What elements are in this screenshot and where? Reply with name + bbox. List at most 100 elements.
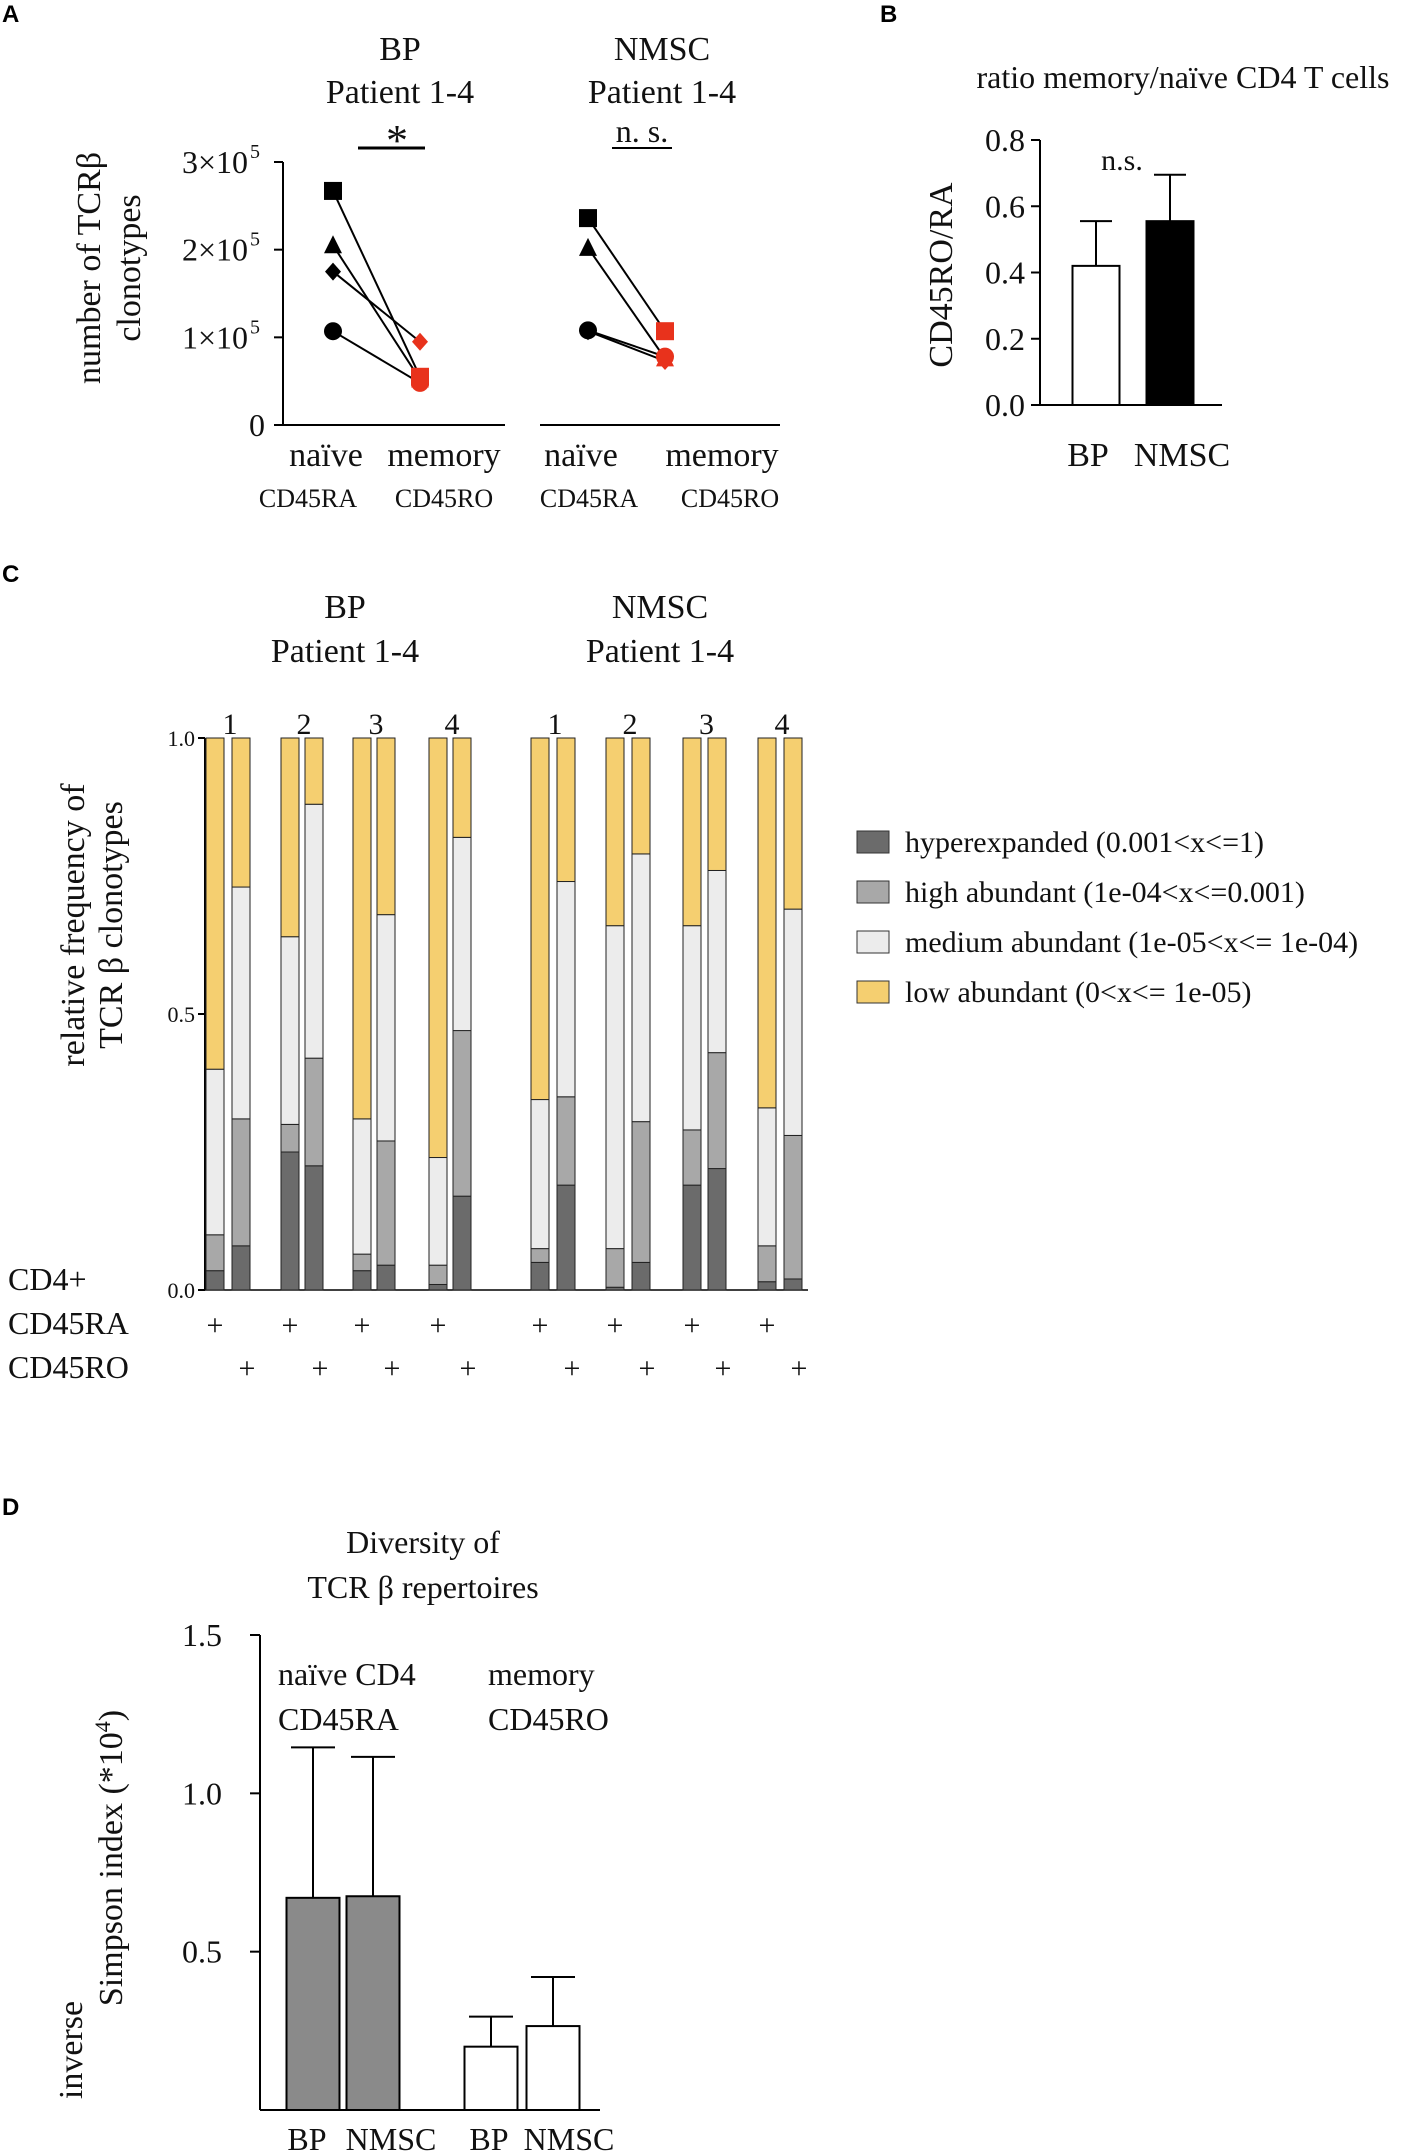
a-naive-circle-marker bbox=[579, 321, 597, 340]
a-pair-line bbox=[332, 244, 421, 380]
c-bar-segment bbox=[280, 1151, 300, 1291]
c-legend-label: medium abundant (1e-05<x<= 1e-04) bbox=[905, 926, 1358, 959]
c-row-label-cd4: CD4+ bbox=[8, 1261, 87, 1297]
c-plus-ra: + bbox=[759, 1309, 776, 1342]
c-bar-segment bbox=[376, 1140, 396, 1266]
b-title: ratio memory/naïve CD4 T cells bbox=[977, 59, 1390, 95]
c-bar-segment bbox=[631, 1121, 651, 1263]
c-plus-ra: + bbox=[354, 1309, 371, 1342]
c-bar-segment bbox=[556, 881, 576, 1098]
c-plus-ra: + bbox=[430, 1309, 447, 1342]
c-bar-segment bbox=[631, 1261, 651, 1291]
c-plus-ra: + bbox=[607, 1309, 624, 1342]
c-bar-segment bbox=[352, 1118, 372, 1255]
a-pair-line bbox=[332, 270, 421, 343]
panel-letter-c: C bbox=[2, 561, 19, 588]
c-bar-segment bbox=[304, 803, 324, 1059]
c-bar-segment bbox=[280, 936, 300, 1125]
c-bar-segment bbox=[556, 1184, 576, 1291]
c-plus-ro: + bbox=[639, 1352, 656, 1385]
c-bp-title2: Patient 1-4 bbox=[271, 633, 419, 670]
panel-letter-d: D bbox=[2, 1494, 19, 1521]
panel-d: Diversity of TCR β repertoires inverse i… bbox=[53, 1524, 614, 2155]
a-ylabel-line2: clonotypes bbox=[111, 194, 148, 341]
c-legend-label: high abundant (1e-04<x<=0.001) bbox=[905, 876, 1305, 909]
a-nmsc-xsub-naive: CD45RA bbox=[540, 484, 638, 513]
d-ylabel-line1: inverse bbox=[53, 2001, 90, 2099]
a-bp-title2: Patient 1-4 bbox=[326, 74, 474, 111]
d-xtick-label: NMSC bbox=[524, 2121, 615, 2155]
a-nmsc-title1: NMSC bbox=[614, 31, 710, 68]
c-bar-segment bbox=[304, 737, 324, 805]
c-bar-segment bbox=[556, 1096, 576, 1186]
c-bar-segment bbox=[304, 1165, 324, 1291]
c-ytick-label: 0.5 bbox=[168, 1002, 196, 1027]
c-patient-label: 4 bbox=[775, 708, 790, 741]
c-bp-title1: BP bbox=[324, 589, 366, 626]
c-legend-label: low abundant (0<x<= 1e-05) bbox=[905, 976, 1252, 1009]
a-ytick-exponent: 5 bbox=[250, 316, 260, 338]
b-significance: n.s. bbox=[1101, 144, 1143, 177]
c-plus-ra: + bbox=[532, 1309, 549, 1342]
a-bp-title1: BP bbox=[379, 31, 421, 68]
c-legend: hyperexpanded (0.001<x<=1) high abundant … bbox=[856, 826, 1358, 1009]
c-legend-swatch bbox=[856, 880, 890, 904]
c-bar-segment bbox=[682, 925, 702, 1131]
c-bar-segment bbox=[376, 914, 396, 1142]
c-plus-ro: + bbox=[564, 1352, 581, 1385]
c-patient-label: 4 bbox=[445, 708, 460, 741]
a-memory-diamond-marker bbox=[412, 332, 428, 351]
a-ytick-label: 0 bbox=[249, 407, 265, 443]
a-bp-significance: * bbox=[386, 116, 408, 165]
c-bar-segment bbox=[280, 737, 300, 938]
b-bars: BP NMSC bbox=[1067, 173, 1230, 474]
c-legend-swatch bbox=[856, 980, 890, 1004]
d-xtick-label: BP bbox=[287, 2121, 326, 2155]
c-plus-ro: + bbox=[239, 1352, 256, 1385]
a-ytick-exponent: 5 bbox=[250, 141, 260, 163]
b-ytick-label: 0.0 bbox=[985, 387, 1025, 423]
c-plus-ro: + bbox=[715, 1352, 732, 1385]
b-ytick-label: 0.4 bbox=[985, 255, 1025, 291]
c-legend-label: hyperexpanded (0.001<x<=1) bbox=[905, 826, 1264, 859]
d-ytick-label: 0.5 bbox=[182, 1934, 222, 1970]
c-bar-segment bbox=[428, 1264, 448, 1285]
c-bar-segment bbox=[631, 853, 651, 1123]
a-memory-square-marker bbox=[656, 322, 674, 341]
panel-a: number of TCRβ clonotypes BP Patient 1-4… bbox=[71, 31, 780, 513]
c-row-label-cd45ra: CD45RA bbox=[8, 1305, 129, 1341]
c-plus-ra: + bbox=[684, 1309, 701, 1342]
c-patient-label: 3 bbox=[369, 708, 384, 741]
b-xtick-label: NMSC bbox=[1134, 437, 1230, 474]
c-bar-segment bbox=[783, 737, 803, 910]
a-pair-line bbox=[332, 330, 421, 384]
c-bar-segment bbox=[757, 1107, 777, 1247]
a-naive-triangle-marker bbox=[324, 235, 342, 254]
a-pair-lines bbox=[332, 190, 666, 384]
d-ylabel-line2: Simpson index (*104) bbox=[90, 1710, 130, 2006]
c-plus-ra: + bbox=[207, 1309, 224, 1342]
c-bar-segment bbox=[757, 1245, 777, 1283]
c-bars: 1 2 3 4 1 2 3 4 bbox=[205, 708, 803, 1291]
c-plus-ro: + bbox=[791, 1352, 808, 1385]
b-xtick-label: BP bbox=[1067, 437, 1109, 474]
c-bar-segment bbox=[205, 1234, 225, 1272]
b-ylabel: CD45RO/RA bbox=[923, 182, 960, 368]
c-bar-segment bbox=[231, 1118, 251, 1247]
c-bar-segment bbox=[452, 1195, 472, 1291]
panel-c: BP Patient 1-4 NMSC Patient 1-4 relative… bbox=[8, 589, 1358, 1385]
d-group-memory-line2: CD45RO bbox=[488, 1701, 609, 1737]
c-bar-segment bbox=[304, 1057, 324, 1167]
c-bar-segment bbox=[682, 737, 702, 927]
c-legend-swatch bbox=[856, 830, 890, 854]
d-group-naive-line1: naïve CD4 bbox=[278, 1656, 416, 1692]
d-xtick-label: BP bbox=[469, 2121, 508, 2155]
c-ytick-label: 0.0 bbox=[168, 1278, 196, 1303]
c-plus-ro: + bbox=[384, 1352, 401, 1385]
c-plus-ro: + bbox=[312, 1352, 329, 1385]
a-ytick-label: 1×10 bbox=[182, 319, 248, 355]
a-memory-circle-marker bbox=[656, 347, 674, 366]
c-bar-segment bbox=[376, 737, 396, 916]
